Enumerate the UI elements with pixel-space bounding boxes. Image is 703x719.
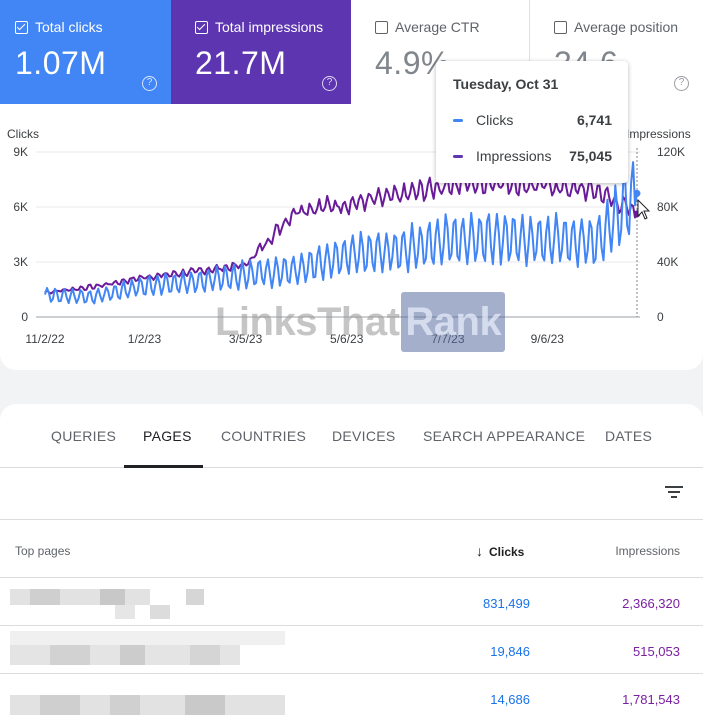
impressions-series-line [44, 171, 638, 295]
help-icon[interactable]: ? [322, 76, 337, 91]
metric-value: 21.7M [195, 45, 287, 81]
left-tick-label: 0 [21, 310, 28, 324]
x-tick-label: 1/2/23 [128, 332, 162, 346]
tab-countries[interactable]: COUNTRIES [221, 428, 307, 444]
metric-label: Total impressions [215, 19, 324, 35]
dimension-tabs: QUERIES PAGES COUNTRIES DEVICES SEARCH A… [0, 404, 703, 468]
x-tick-label: 5/6/23 [330, 332, 364, 346]
tooltip-date: Tuesday, Oct 31 [453, 76, 559, 92]
watermark-text: LinksThat [215, 299, 400, 344]
table-row[interactable]: 831,499 2,366,320 [0, 578, 703, 626]
tooltip-row-impressions: Impressions 75,045 [453, 147, 612, 165]
watermark-logo: LinksThat Rank [215, 292, 506, 352]
left-axis-title: Clicks [7, 127, 39, 141]
checkbox-checked-icon[interactable] [195, 20, 208, 34]
row-impressions: 2,366,320 [622, 596, 680, 611]
column-header-clicks[interactable]: ↓ Clicks [476, 543, 524, 559]
metric-label: Average CTR [395, 19, 480, 35]
row-clicks: 831,499 [483, 596, 530, 611]
tooltip-value: 6,741 [576, 112, 612, 128]
checkbox-checked-icon[interactable] [15, 20, 28, 34]
column-header-top-pages[interactable]: Top pages [15, 544, 71, 558]
tab-pages[interactable]: PAGES [143, 428, 192, 444]
help-icon[interactable]: ? [142, 76, 157, 91]
tab-dates[interactable]: DATES [605, 428, 653, 444]
clicks-series-line [44, 161, 638, 305]
metric-label: Average position [574, 19, 679, 35]
table-row[interactable]: 19,846 515,053 [0, 626, 703, 674]
row-clicks: 14,686 [490, 692, 530, 707]
table-header: Top pages ↓ Clicks Impressions [0, 520, 703, 578]
impressions-legend-dash-icon [453, 154, 463, 158]
help-icon[interactable]: ? [674, 76, 689, 91]
clicks-legend-dash-icon [453, 118, 463, 122]
row-impressions: 1,781,543 [622, 692, 680, 707]
checkbox-unchecked-icon[interactable] [554, 20, 567, 34]
metric-value: 1.07M [15, 45, 107, 81]
metric-card-total-clicks[interactable]: Total clicks 1.07M ? [0, 0, 171, 104]
tab-search-appearance[interactable]: SEARCH APPEARANCE [423, 428, 586, 444]
x-tick-label: 9/6/23 [531, 332, 565, 346]
tooltip-row-clicks: Clicks 6,741 [453, 111, 612, 129]
tooltip-label: Clicks [476, 112, 514, 128]
active-tab-indicator [124, 465, 203, 468]
left-tick-label: 6K [13, 200, 28, 214]
redacted-url [10, 631, 290, 665]
x-tick-label: 11/2/22 [25, 332, 64, 346]
column-header-clicks-label: Clicks [489, 545, 525, 559]
right-axis-title: Impressions [626, 127, 691, 141]
results-table-panel: QUERIES PAGES COUNTRIES DEVICES SEARCH A… [0, 404, 703, 719]
left-tick-label: 9K [13, 145, 28, 159]
right-tick-label: 0 [657, 310, 664, 324]
clicks-hover-point [633, 189, 641, 197]
redacted-url [10, 683, 290, 715]
left-tick-label: 3K [13, 255, 28, 269]
tooltip-value: 75,045 [569, 148, 612, 164]
mouse-cursor-icon [637, 198, 651, 220]
table-row[interactable]: 14,686 1,781,543 [0, 674, 703, 719]
filter-icon[interactable] [664, 486, 684, 500]
row-impressions: 515,053 [633, 644, 680, 659]
redacted-url [10, 587, 290, 619]
tab-devices[interactable]: DEVICES [332, 428, 396, 444]
row-clicks: 19,846 [490, 644, 530, 659]
tab-queries[interactable]: QUERIES [51, 428, 117, 444]
metric-label: Total clicks [35, 19, 103, 35]
arrow-down-icon: ↓ [476, 543, 483, 559]
filter-toolbar [0, 468, 703, 520]
right-tick-label: 80K [657, 200, 678, 214]
watermark-box: Rank [401, 292, 506, 352]
right-tick-label: 40K [657, 255, 678, 269]
x-tick-label: 3/5/23 [229, 332, 263, 346]
checkbox-unchecked-icon[interactable] [375, 20, 388, 34]
column-header-impressions[interactable]: Impressions [615, 544, 680, 558]
tooltip-label: Impressions [476, 148, 552, 164]
chart-tooltip: Tuesday, Oct 31 Clicks 6,741 Impressions… [436, 61, 628, 183]
metric-card-total-impressions[interactable]: Total impressions 21.7M ? [171, 0, 351, 104]
right-tick-label: 120K [657, 145, 685, 159]
